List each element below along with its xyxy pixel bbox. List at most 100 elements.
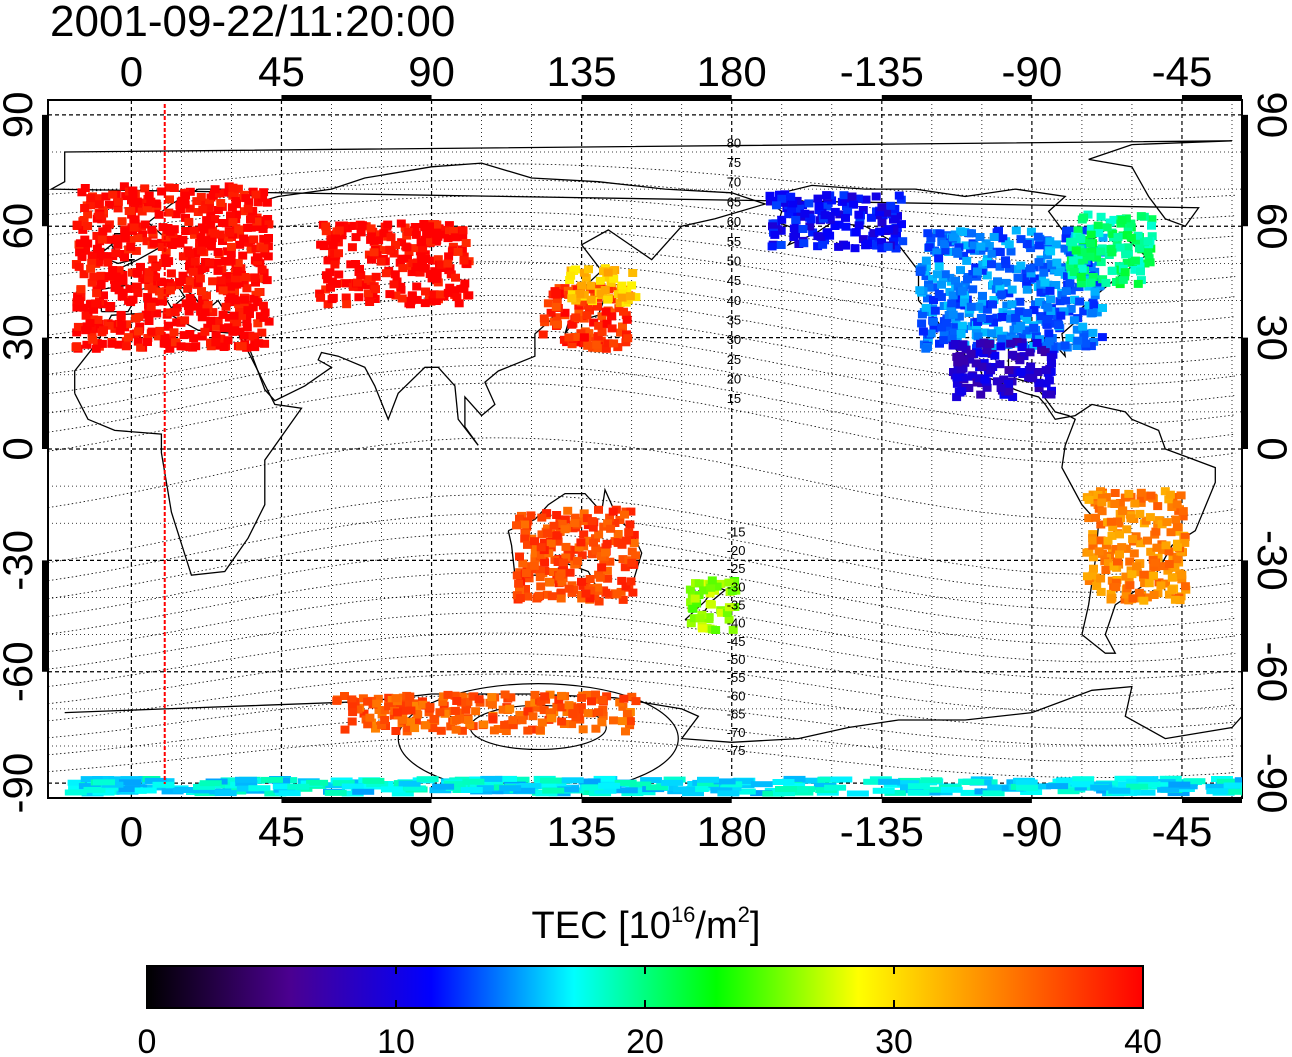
tec-pixel <box>341 783 364 790</box>
tec-pixel <box>412 701 422 710</box>
tec-pixel <box>198 238 207 247</box>
tec-pixel <box>210 229 220 238</box>
tec-pixel <box>123 333 133 342</box>
tec-pixel <box>101 192 111 201</box>
tec-pixel <box>521 569 531 577</box>
tec-pixel <box>370 295 380 303</box>
tec-pixel <box>1065 279 1075 288</box>
tec-pixel <box>891 244 901 253</box>
tec-pixel <box>450 706 460 715</box>
tec-pixel <box>239 331 249 340</box>
tec-pixel <box>692 599 702 608</box>
tec-pixel <box>594 530 604 539</box>
tec-pixel <box>351 260 360 268</box>
tec-pixel <box>205 258 215 267</box>
tec-pixel <box>535 726 545 734</box>
tec-pixel <box>565 276 575 284</box>
colorbar-tick-label: 10 <box>377 1023 415 1057</box>
tec-pixel <box>1133 231 1143 240</box>
tec-pixel <box>113 240 123 249</box>
tec-pixel <box>231 197 241 205</box>
tec-pixel <box>1004 366 1014 375</box>
tec-pixel <box>406 706 416 715</box>
tec-pixel <box>608 507 618 516</box>
colorbar-title-main: TEC [10 <box>531 905 671 947</box>
tec-pixel <box>594 787 617 794</box>
tec-pixel <box>661 779 684 786</box>
tec-pixel <box>625 292 635 301</box>
tec-pixel <box>1016 332 1026 341</box>
tec-pixel <box>923 294 932 303</box>
tec-pixel <box>96 281 106 290</box>
tec-pixel <box>228 183 238 192</box>
tec-pixel <box>930 306 940 315</box>
tec-pixel <box>366 235 376 244</box>
tec-pixel <box>851 228 861 237</box>
tec-pixel <box>1054 321 1064 330</box>
tec-pixel <box>1180 538 1190 547</box>
tec-pixel <box>476 785 499 792</box>
tec-pixel <box>887 210 897 219</box>
tec-pixel <box>540 692 550 701</box>
tec-pixel <box>1205 783 1228 790</box>
tec-pixel <box>419 263 429 272</box>
tec-pixel <box>244 198 254 207</box>
tec-pixel <box>260 308 270 317</box>
tec-pixel <box>185 187 195 196</box>
tec-pixel <box>568 710 578 719</box>
tec-pixel <box>97 235 107 244</box>
tec-pixel <box>1012 337 1022 346</box>
tec-pixel <box>425 270 435 278</box>
tec-pixel <box>1140 579 1150 588</box>
tec-pixel <box>613 530 623 538</box>
tec-pixel <box>940 240 950 249</box>
tec-pixel <box>166 269 176 278</box>
tec-pixel <box>1086 224 1096 233</box>
tec-pixel <box>259 188 269 197</box>
tec-pixel <box>157 278 167 287</box>
tec-pixel <box>214 790 237 797</box>
tec-pixel <box>557 717 567 726</box>
tec-pixel <box>576 329 586 338</box>
tec-pixel <box>242 284 252 293</box>
top-lon-label: -45 <box>1152 48 1213 95</box>
tec-pixel <box>954 243 964 252</box>
tec-pixel <box>1045 237 1055 246</box>
tec-pixel <box>323 275 333 284</box>
tec-pixel <box>149 239 159 248</box>
tec-pixel <box>264 234 273 242</box>
tec-pixel <box>733 788 756 795</box>
tec-pixel <box>534 781 557 787</box>
tec-pixel <box>854 210 864 219</box>
tec-pixel <box>127 196 136 205</box>
tec-pixel <box>529 561 539 570</box>
tec-pixel <box>432 220 442 229</box>
tec-pixel <box>409 244 419 253</box>
tec-pixel <box>350 221 360 230</box>
tec-pixel <box>883 242 893 251</box>
tec-pixel <box>533 703 543 712</box>
tec-pixel <box>231 210 241 219</box>
tec-pixel <box>184 307 194 316</box>
tec-pixel <box>997 334 1007 343</box>
tec-pixel <box>898 237 908 246</box>
tec-pixel <box>238 251 248 260</box>
tec-pixel <box>440 709 450 718</box>
tec-pixel <box>1044 337 1054 346</box>
tec-pixel <box>602 273 612 282</box>
tec-pixel <box>326 235 336 244</box>
tec-pixel <box>215 230 225 239</box>
tec-pixel <box>980 375 990 384</box>
tec-pixel <box>780 190 790 199</box>
tec-pixel <box>579 333 589 342</box>
tec-pixel <box>858 206 868 214</box>
tec-pixel <box>875 208 885 217</box>
tec-pixel <box>1108 523 1118 532</box>
tec-pixel <box>549 568 558 576</box>
tec-pixel <box>536 582 546 591</box>
tec-pixel <box>213 206 223 214</box>
tec-pixel <box>273 786 296 793</box>
tec-pixel <box>1097 333 1107 342</box>
tec-pixel <box>188 267 198 276</box>
magnetic-contour <box>48 211 1236 263</box>
